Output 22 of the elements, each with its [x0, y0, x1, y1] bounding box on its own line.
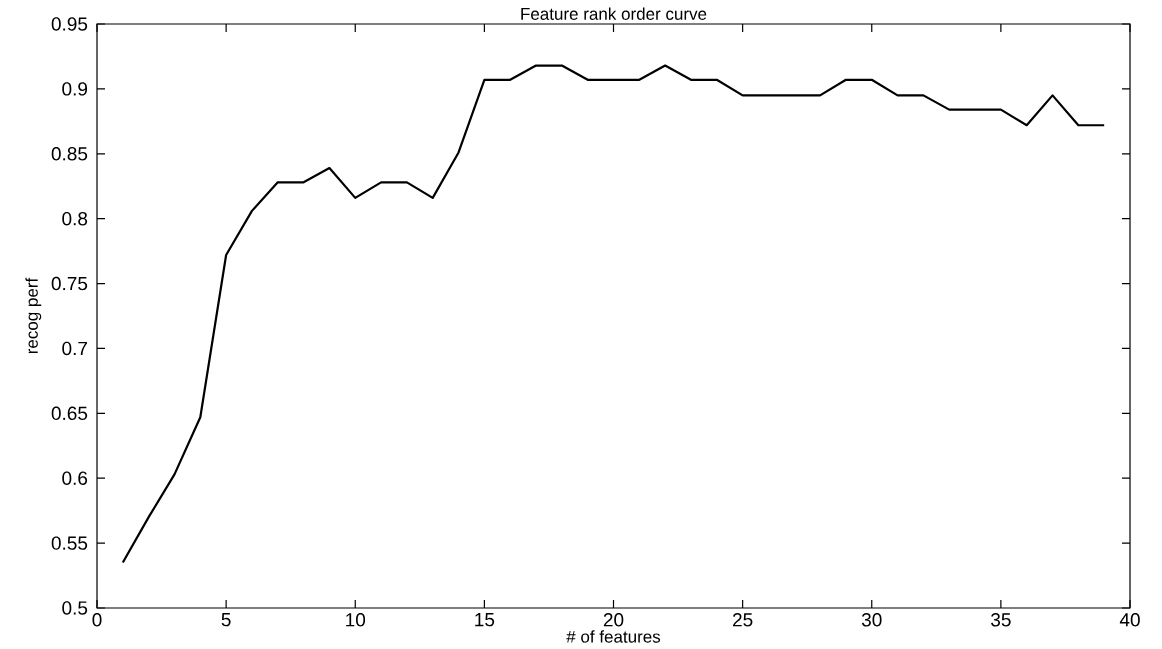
y-tick-label: 0.65	[51, 406, 88, 421]
y-tick-label: 0.95	[51, 17, 88, 31]
y-axis-title: recog perf	[25, 277, 42, 354]
y-tick-label: 0.5	[62, 601, 88, 615]
y-tick-label: 0.55	[51, 536, 88, 550]
y-tick-label: 0.6	[62, 471, 88, 485]
x-tick-label: 40	[1119, 613, 1140, 627]
y-tick-label: 0.75	[51, 276, 88, 291]
y-tick-label: 0.7	[62, 341, 87, 356]
x-axis-title: # of features	[566, 630, 661, 643]
x-tick-label: 30	[861, 613, 882, 627]
chart-title: Feature rank order curve	[521, 7, 707, 20]
x-tick-label: 0	[92, 613, 102, 627]
y-tick-label: 0.9	[62, 82, 88, 96]
x-tick-label: 35	[991, 613, 1011, 627]
x-tick-label: 15	[475, 613, 495, 627]
y-tick-label: 0.85	[51, 147, 88, 161]
x-tick-label: 5	[221, 613, 231, 627]
y-tick-label: 0.8	[62, 211, 88, 226]
x-tick-label: 10	[346, 613, 366, 627]
x-tick-label: 20	[603, 613, 624, 627]
x-tick-label: 25	[733, 613, 753, 627]
